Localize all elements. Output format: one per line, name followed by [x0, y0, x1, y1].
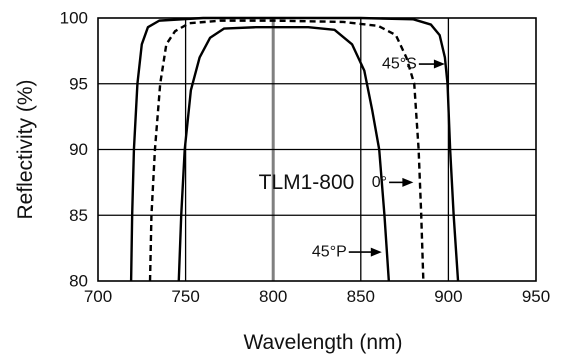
frame-layer — [97, 17, 537, 282]
plot-frame — [97, 17, 537, 282]
x-tick-label: 850 — [347, 287, 375, 306]
y-tick-label: 100 — [60, 9, 88, 28]
y-tick-label: 80 — [69, 272, 88, 291]
series-solid-curve-2 — [177, 26, 391, 282]
annotation-label: 45°S — [382, 56, 417, 73]
annotation-layer: 45°S 0° 45°P TLM1-800 — [259, 56, 445, 261]
y-axis-title: Reflectivity (%) — [14, 79, 37, 219]
series-dashed-curve-1 — [148, 19, 425, 282]
annotation-label: 0° — [372, 174, 387, 191]
axis-text-layer: 700 750 800 850 900 950 80 85 90 95 100 Wavelength … — [14, 9, 550, 355]
y-tick-label: 95 — [69, 74, 88, 93]
x-tick-label: 700 — [84, 287, 112, 306]
x-tick-label: 900 — [434, 287, 462, 306]
y-tick-label: 85 — [69, 206, 88, 225]
annotation-arrowhead — [433, 59, 445, 69]
annotation-arrowhead — [402, 177, 414, 187]
x-tick-label: 800 — [259, 287, 287, 306]
annotation-arrowhead — [370, 247, 382, 257]
x-tick-label: 950 — [522, 287, 550, 306]
x-axis-title: Wavelength (nm) — [243, 331, 402, 354]
annotation-label: 45°P — [312, 244, 347, 261]
x-tick-label: 750 — [171, 287, 199, 306]
y-tick-label: 90 — [69, 140, 88, 159]
product-label: TLM1-800 — [259, 171, 355, 194]
